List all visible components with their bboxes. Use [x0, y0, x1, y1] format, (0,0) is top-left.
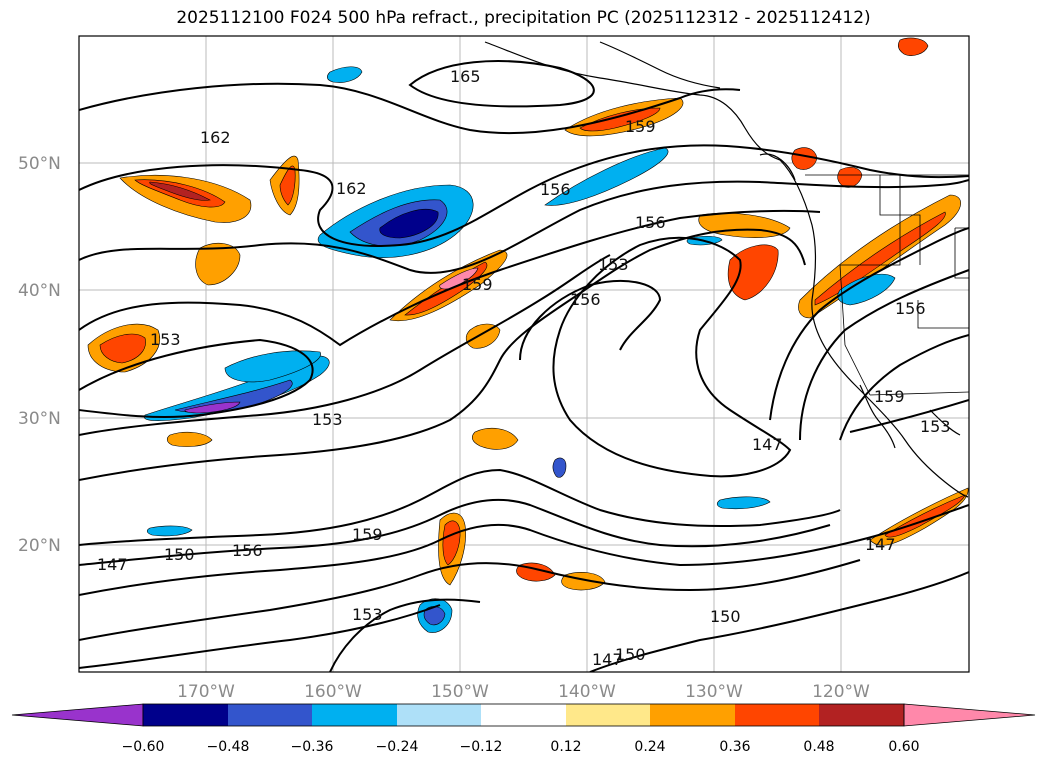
precip-negative-patch	[544, 147, 669, 206]
contour-label: 159	[874, 387, 905, 406]
precip-positive-patch	[898, 37, 929, 56]
colorbar-segment	[397, 704, 481, 726]
contour-label: 159	[352, 525, 383, 544]
precip-negative-patch	[224, 350, 321, 383]
lat-tick-label: 30°N	[18, 409, 61, 429]
colorbar-tick-label: −0.36	[291, 739, 334, 755]
lat-axis: 50°N 40°N 30°N 20°N	[18, 154, 61, 556]
contour-label: 147	[752, 435, 783, 454]
precip-positive-patch	[579, 107, 661, 132]
contour-label: 156	[570, 290, 601, 309]
lat-tick-label: 50°N	[18, 154, 61, 174]
contour-label: 150	[615, 645, 646, 664]
precip-positive-patch	[791, 147, 818, 170]
precip-negative-patch	[327, 66, 363, 83]
precip-negative-patch	[552, 457, 567, 478]
contour-label: 165	[450, 67, 481, 86]
colorbar-segment	[143, 704, 228, 726]
contour-label: 153	[352, 605, 383, 624]
precip-positive-patch	[195, 242, 241, 286]
lat-tick-label: 40°N	[18, 281, 61, 301]
colorbar-segment	[312, 704, 397, 726]
contour-label: 159	[625, 117, 656, 136]
lon-tick-label: 160°W	[304, 682, 362, 702]
lon-tick-label: 150°W	[431, 682, 489, 702]
contour-label: 147	[865, 535, 896, 554]
precip-negative-patch	[716, 496, 771, 510]
colorbar-tick-label: 0.48	[803, 739, 834, 755]
lon-axis: 170°W 160°W 150°W 140°W 130°W 120°W	[177, 682, 870, 702]
colorbar-segment	[819, 704, 904, 726]
lat-tick-label: 20°N	[18, 536, 61, 556]
colorbar-tick-label: 0.24	[634, 739, 665, 755]
colorbar-tick-label: 0.60	[888, 739, 919, 755]
colorbar-segment	[566, 704, 650, 726]
coastlines	[484, 41, 969, 498]
contour-label: 156	[540, 180, 571, 199]
colorbar-segment	[481, 704, 566, 726]
lon-tick-label: 130°W	[685, 682, 743, 702]
contour-label: 153	[150, 330, 181, 349]
precip-positive-patch	[442, 520, 461, 566]
colorbar-extend-min	[11, 703, 144, 727]
lon-tick-label: 120°W	[812, 682, 870, 702]
contour-label: 156	[895, 299, 926, 318]
contour-label: 150	[710, 607, 741, 626]
precip-positive-patch	[465, 323, 501, 349]
precip-positive-patch	[471, 427, 519, 450]
contour-label: 162	[200, 128, 231, 147]
precip-positive-patch	[166, 431, 213, 447]
colorbar-tick-label: 0.12	[550, 739, 581, 755]
contour-label: 156	[635, 213, 666, 232]
precip-negative-patch	[379, 209, 439, 239]
contour-label: 147	[97, 555, 128, 574]
colorbar-tick-label: 0.36	[719, 739, 750, 755]
contour-label: 147	[592, 650, 623, 669]
colorbar-segment	[228, 704, 312, 726]
contour-label: 162	[336, 179, 367, 198]
map-title: 2025112100 F024 500 hPa refract., precip…	[176, 8, 871, 28]
colorbar-extend-max	[903, 703, 1036, 727]
colorbar-tick-label: −0.60	[122, 739, 165, 755]
colorbar-outline	[142, 703, 905, 727]
lon-tick-label: 170°W	[177, 682, 235, 702]
contour-label: 159	[462, 275, 493, 294]
precip-positive-patch	[439, 267, 479, 290]
precip-negative-patch	[184, 401, 241, 414]
colorbar-tick-label: −0.12	[460, 739, 503, 755]
precip-positive-patch	[727, 244, 779, 301]
contour-label: 153	[312, 410, 343, 429]
colorbar-segment	[650, 704, 735, 726]
contour-label: 153	[598, 255, 629, 274]
precip-positive-patch	[99, 333, 146, 364]
contour-label: 150	[164, 545, 195, 564]
colorbar-tick-label: −0.48	[207, 739, 250, 755]
contour-label-group: 165 162 162 159 156 156 153 159 156 153 …	[97, 67, 951, 669]
colorbar: −0.60 −0.48 −0.36 −0.24 −0.12 0.12 0.24 …	[11, 703, 1036, 755]
lon-tick-label: 140°W	[558, 682, 616, 702]
contour-label: 153	[920, 417, 951, 436]
height-contours	[79, 60, 969, 672]
precip-fills	[87, 37, 969, 633]
contour-label: 156	[232, 541, 263, 560]
colorbar-segment	[735, 704, 819, 726]
precip-negative-patch	[146, 525, 193, 537]
colorbar-tick-label: −0.24	[376, 739, 419, 755]
map-frame	[78, 35, 970, 673]
precip-positive-patch	[149, 181, 211, 201]
